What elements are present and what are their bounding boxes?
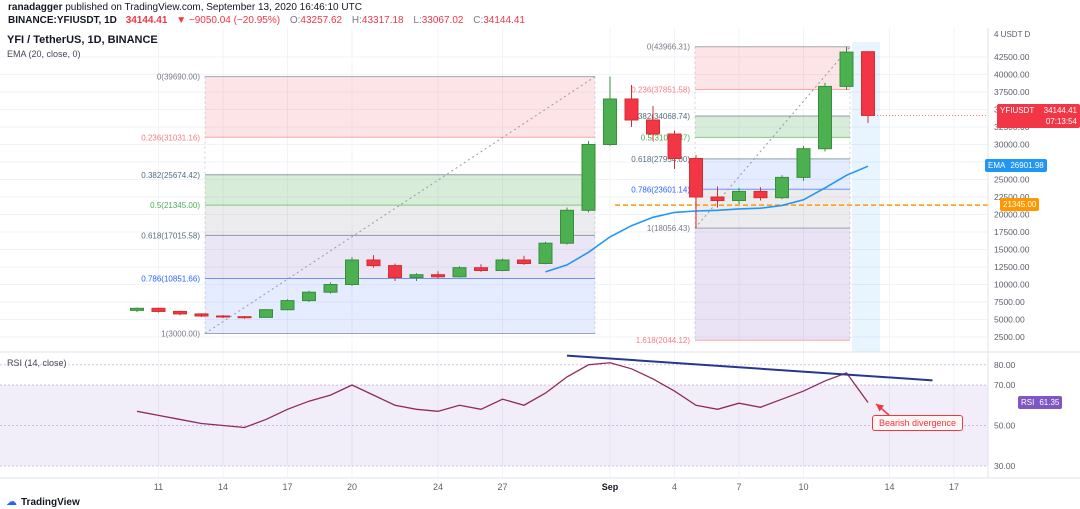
low-label: L: [413,15,422,26]
price-change: ▼ −9050.04 (−20.95%) [176,15,281,26]
rsi-badge-value: 61.35 [1039,398,1060,407]
badge-symbol-name: YFIUSDT [1000,106,1035,115]
close-value: 34144.41 [483,15,525,26]
bearish-divergence-label[interactable]: Bearish divergence [872,415,964,431]
svg-text:22500.00: 22500.00 [994,192,1030,202]
svg-text:20000.00: 20000.00 [994,210,1030,220]
ema-badge-value: 26901.98 [1010,161,1044,170]
svg-text:10000.00: 10000.00 [994,280,1030,290]
fib-level-badge: 21345.00 [1000,198,1040,211]
close-label: C: [473,15,484,26]
low-value: 33067.02 [421,15,464,26]
symbol-info-bar: BINANCE:YFIUSDT, 1D 34144.41 ▼ −9050.04 … [8,15,525,26]
svg-text:27: 27 [497,482,507,492]
svg-text:0.5(31011.37): 0.5(31011.37) [641,133,691,142]
svg-text:0.382(34068.74): 0.382(34068.74) [631,112,690,121]
svg-text:50.00: 50.00 [994,421,1016,431]
symbol-title: BINANCE:YFIUSDT, 1D [8,15,117,26]
svg-text:Sep: Sep [602,482,619,492]
svg-text:70.00: 70.00 [994,380,1016,390]
svg-text:17500.00: 17500.00 [994,227,1030,237]
svg-text:7: 7 [736,482,741,492]
svg-text:0(39690.00): 0(39690.00) [157,73,200,82]
rsi-value-badge: RSI 61.35 [1018,396,1063,409]
high-value: 43317.18 [361,15,404,26]
svg-text:14: 14 [884,482,894,492]
svg-text:0.5(21345.00): 0.5(21345.00) [150,201,200,210]
ema-badge-label: EMA [988,161,1006,170]
svg-text:0.786(10851.66): 0.786(10851.66) [141,275,200,284]
svg-text:1.618(2044.12): 1.618(2044.12) [636,336,691,345]
svg-text:40000.00: 40000.00 [994,70,1030,80]
high-label: H: [351,15,362,26]
svg-text:0.786(23601.14): 0.786(23601.14) [631,185,690,194]
svg-text:11: 11 [154,482,163,492]
svg-text:2500.00: 2500.00 [994,332,1025,342]
badge-symbol-price: 34144.41 [1043,106,1077,115]
svg-text:20: 20 [347,482,357,492]
svg-text:5000.00: 5000.00 [994,315,1025,325]
tradingview-brand[interactable]: TradingView [21,496,80,508]
last-price: 34144.41 [125,15,168,26]
svg-text:42500.00: 42500.00 [994,52,1030,62]
footer-bar: ☁ TradingView [0,495,1080,509]
svg-text:14: 14 [218,482,228,492]
chart-area[interactable]: 0(39690.00) 0.236(31031.16) 0.382(25674.42… [0,28,1080,495]
candlestick-chart-canvas[interactable]: 0(39690.00) 0.236(31031.16) 0.382(25674.42… [0,28,1080,495]
tradingview-logo-icon[interactable]: ☁ [6,495,17,508]
svg-text:0.618(27954.00): 0.618(27954.00) [631,155,690,164]
svg-text:4: 4 [672,482,677,492]
svg-text:1(3000.00): 1(3000.00) [161,330,200,339]
publish-info: ranadagger published on TradingView.com,… [8,2,362,13]
svg-text:7500.00: 7500.00 [994,297,1025,307]
svg-text:17: 17 [949,482,959,492]
svg-text:80.00: 80.00 [994,360,1016,370]
svg-text:30.00: 30.00 [994,461,1016,471]
svg-text:15000.00: 15000.00 [994,245,1030,255]
svg-text:1(18056.43): 1(18056.43) [647,224,690,233]
svg-text:0.236(31031.16): 0.236(31031.16) [141,133,200,142]
last-price-badge: YFIUSDT 34144.41 07:13:54 [997,104,1080,128]
svg-text:12500.00: 12500.00 [994,262,1030,272]
svg-text:37500.00: 37500.00 [994,87,1030,97]
svg-text:4 USDT D: 4 USDT D [994,30,1031,39]
svg-text:10: 10 [798,482,808,492]
open-label: O: [289,15,301,26]
svg-text:30000.00: 30000.00 [994,140,1030,150]
open-value: 43257.62 [300,15,343,26]
rsi-badge-label: RSI [1021,398,1035,407]
publish-header: ranadagger published on TradingView.com,… [0,0,1080,28]
svg-text:24: 24 [433,482,443,492]
svg-text:0(43966.31): 0(43966.31) [647,43,690,52]
author-name: ranadagger [8,2,63,13]
svg-text:0.236(37851.58): 0.236(37851.58) [631,86,690,95]
ema-price-badge: EMA 26901.98 [985,159,1047,172]
svg-text:0.382(25674.42): 0.382(25674.42) [141,171,200,180]
svg-text:25000.00: 25000.00 [994,175,1030,185]
svg-text:0.618(17015.58): 0.618(17015.58) [141,231,200,240]
bar-countdown: 07:13:54 [1045,117,1077,126]
publish-text: published on TradingView.com, September … [62,2,362,13]
svg-text:17: 17 [282,482,292,492]
